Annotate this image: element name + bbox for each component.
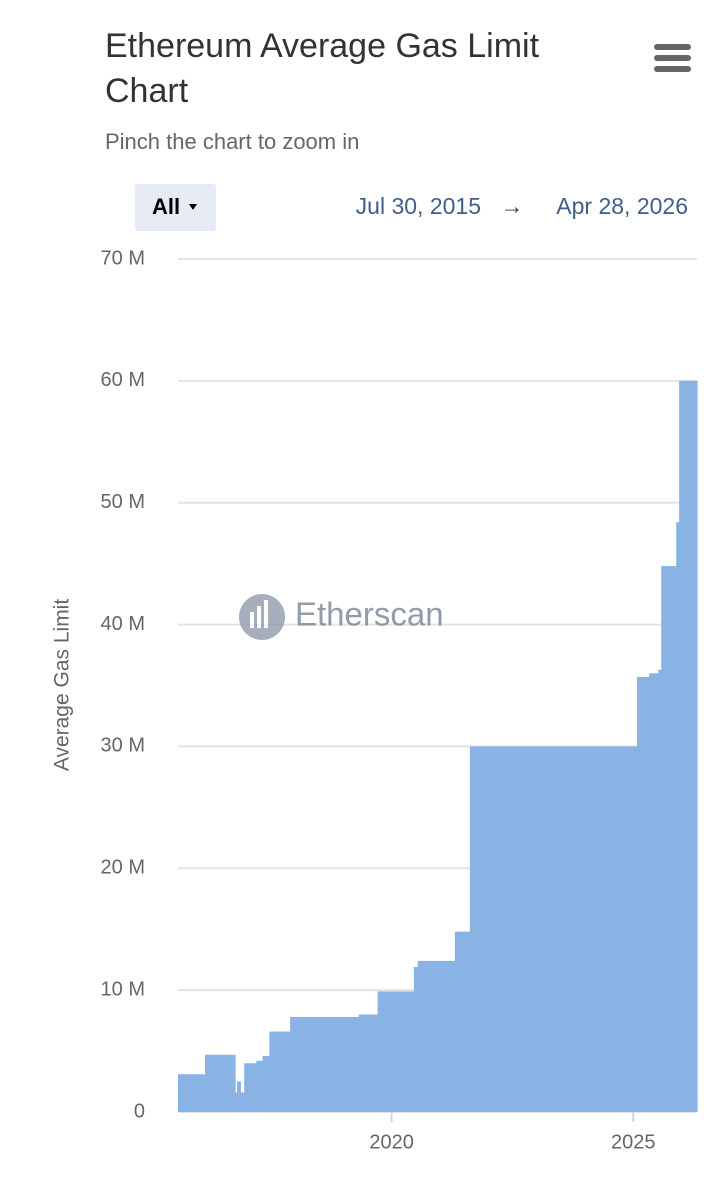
menu-bar bbox=[654, 66, 691, 72]
watermark-icon bbox=[257, 606, 261, 628]
y-tick-label: 40 M bbox=[101, 613, 145, 635]
chart-subtitle: Pinch the chart to zoom in bbox=[105, 129, 359, 154]
chart-title: Ethereum Average Gas Limit bbox=[105, 27, 540, 65]
range-button-bg bbox=[135, 184, 216, 231]
y-tick-label: 20 M bbox=[101, 857, 145, 879]
area-step bbox=[454, 931, 471, 1112]
menu-bar bbox=[654, 44, 691, 50]
x-tick-label: 2020 bbox=[369, 1131, 414, 1153]
watermark-icon bbox=[239, 594, 285, 640]
area-step bbox=[469, 746, 638, 1112]
range-button-label: All bbox=[152, 194, 180, 219]
area-step bbox=[178, 1074, 206, 1112]
area-step bbox=[256, 1060, 264, 1112]
y-tick-label: 10 M bbox=[101, 978, 145, 1000]
area-step bbox=[235, 1092, 238, 1112]
area-step bbox=[637, 676, 650, 1112]
y-tick-label: 30 M bbox=[101, 735, 145, 757]
area-step bbox=[658, 669, 662, 1112]
menu-bar bbox=[654, 55, 691, 61]
y-tick-label: 0 bbox=[134, 1100, 145, 1122]
range-button[interactable]: All bbox=[135, 184, 216, 231]
watermark: Etherscan bbox=[239, 594, 444, 640]
watermark-icon bbox=[264, 600, 268, 628]
date-arrow: → bbox=[501, 193, 524, 219]
area-step bbox=[649, 673, 659, 1112]
watermark-text: Etherscan bbox=[295, 596, 444, 633]
area-step bbox=[269, 1031, 291, 1112]
watermark-icon bbox=[250, 612, 254, 628]
y-tick-label: 70 M bbox=[101, 247, 145, 269]
area-step bbox=[413, 966, 419, 1112]
area-step bbox=[417, 960, 456, 1112]
area-step bbox=[236, 1081, 241, 1112]
area-step bbox=[661, 566, 677, 1112]
y-tick-label: 50 M bbox=[101, 491, 145, 513]
x-tick-label: 2025 bbox=[611, 1131, 656, 1153]
area-step bbox=[290, 1016, 360, 1112]
area-step bbox=[676, 522, 680, 1112]
y-tick-label: 60 M bbox=[101, 369, 145, 391]
dropdown-caret bbox=[189, 204, 197, 210]
area-step bbox=[240, 1092, 245, 1112]
date-from[interactable]: Jul 30, 2015 bbox=[356, 193, 481, 219]
area-step bbox=[205, 1054, 236, 1112]
plot-area bbox=[178, 258, 698, 1113]
menu-icon[interactable] bbox=[654, 44, 691, 72]
area-step bbox=[679, 380, 698, 1112]
area-step bbox=[377, 991, 415, 1112]
area-step bbox=[358, 1014, 379, 1112]
y-axis-label: Average Gas Limit bbox=[51, 599, 74, 772]
date-to[interactable]: Apr 28, 2026 bbox=[556, 193, 688, 219]
chart-title: Chart bbox=[105, 72, 189, 110]
area-step bbox=[244, 1063, 257, 1112]
area-step bbox=[262, 1055, 270, 1112]
